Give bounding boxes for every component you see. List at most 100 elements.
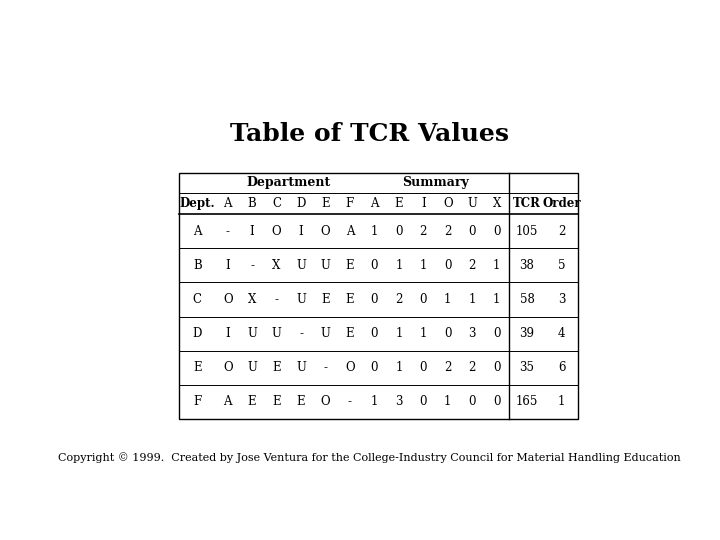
Text: E: E — [321, 197, 330, 210]
Text: 105: 105 — [516, 225, 539, 238]
Text: O: O — [223, 293, 233, 306]
Text: 4: 4 — [558, 327, 565, 340]
Text: A: A — [223, 395, 232, 408]
Text: E: E — [272, 395, 281, 408]
Text: 1: 1 — [493, 293, 500, 306]
Text: 1: 1 — [444, 395, 451, 408]
Text: -: - — [250, 259, 254, 272]
Text: D: D — [193, 327, 202, 340]
Text: B: B — [193, 259, 202, 272]
Text: O: O — [345, 361, 355, 374]
Text: E: E — [272, 361, 281, 374]
Text: U: U — [296, 361, 306, 374]
Text: Order: Order — [542, 197, 581, 210]
Text: X: X — [272, 259, 281, 272]
Text: F: F — [193, 395, 202, 408]
Text: O: O — [320, 395, 330, 408]
Text: U: U — [296, 259, 306, 272]
Text: I: I — [225, 327, 230, 340]
Text: 0: 0 — [420, 395, 427, 408]
Text: 2: 2 — [444, 225, 451, 238]
Text: 0: 0 — [469, 225, 476, 238]
Text: 2: 2 — [395, 293, 402, 306]
Text: U: U — [296, 293, 306, 306]
Text: 1: 1 — [420, 259, 427, 272]
Text: U: U — [271, 327, 282, 340]
Text: 165: 165 — [516, 395, 539, 408]
Text: O: O — [223, 361, 233, 374]
Text: 0: 0 — [395, 225, 402, 238]
Text: Copyright © 1999.  Created by Jose Ventura for the College-Industry Council for : Copyright © 1999. Created by Jose Ventur… — [58, 452, 680, 463]
Text: O: O — [320, 225, 330, 238]
Text: 1: 1 — [395, 361, 402, 374]
Text: 0: 0 — [493, 327, 500, 340]
Text: 38: 38 — [520, 259, 534, 272]
Text: I: I — [250, 225, 254, 238]
Text: E: E — [248, 395, 256, 408]
Text: 1: 1 — [444, 293, 451, 306]
Text: 1: 1 — [395, 259, 402, 272]
Text: A: A — [346, 225, 354, 238]
Text: B: B — [248, 197, 256, 210]
Text: 3: 3 — [558, 293, 565, 306]
Text: 2: 2 — [444, 361, 451, 374]
Text: -: - — [274, 293, 279, 306]
Text: A: A — [370, 197, 379, 210]
Text: U: U — [320, 259, 330, 272]
Text: 2: 2 — [420, 225, 427, 238]
Text: D: D — [297, 197, 306, 210]
Text: 1: 1 — [558, 395, 565, 408]
Text: 0: 0 — [420, 361, 427, 374]
Text: 1: 1 — [493, 259, 500, 272]
Text: 2: 2 — [469, 361, 476, 374]
Text: 58: 58 — [520, 293, 534, 306]
Text: I: I — [225, 259, 230, 272]
Text: 0: 0 — [420, 293, 427, 306]
Text: E: E — [346, 327, 354, 340]
Text: 6: 6 — [558, 361, 565, 374]
Text: E: E — [346, 293, 354, 306]
Text: 2: 2 — [469, 259, 476, 272]
Text: 0: 0 — [469, 395, 476, 408]
Text: 1: 1 — [395, 327, 402, 340]
Text: E: E — [321, 293, 330, 306]
Text: Department: Department — [247, 177, 331, 190]
Text: 1: 1 — [371, 225, 378, 238]
Text: 0: 0 — [444, 327, 451, 340]
Text: O: O — [271, 225, 282, 238]
Text: 3: 3 — [395, 395, 402, 408]
Text: E: E — [346, 259, 354, 272]
Text: -: - — [323, 361, 328, 374]
Text: 0: 0 — [493, 395, 500, 408]
Text: -: - — [225, 225, 230, 238]
Text: 3: 3 — [469, 327, 476, 340]
Text: A: A — [223, 197, 232, 210]
Text: 0: 0 — [371, 327, 378, 340]
Text: Summary: Summary — [402, 177, 469, 190]
Text: X: X — [492, 197, 501, 210]
Text: O: O — [443, 197, 453, 210]
Text: I: I — [421, 197, 426, 210]
Text: 39: 39 — [520, 327, 534, 340]
Text: 0: 0 — [371, 259, 378, 272]
Text: 0: 0 — [371, 361, 378, 374]
Text: 0: 0 — [493, 225, 500, 238]
Text: -: - — [299, 327, 303, 340]
Text: Dept.: Dept. — [179, 197, 215, 210]
Text: 35: 35 — [520, 361, 534, 374]
Text: I: I — [299, 225, 303, 238]
Text: E: E — [297, 395, 305, 408]
Text: U: U — [320, 327, 330, 340]
Text: 0: 0 — [493, 361, 500, 374]
Text: E: E — [395, 197, 403, 210]
Text: U: U — [247, 361, 257, 374]
Text: 1: 1 — [469, 293, 476, 306]
Text: -: - — [348, 395, 352, 408]
Text: 5: 5 — [558, 259, 565, 272]
Text: A: A — [193, 225, 202, 238]
Text: F: F — [346, 197, 354, 210]
Text: C: C — [193, 293, 202, 306]
Text: U: U — [467, 197, 477, 210]
Text: 0: 0 — [371, 293, 378, 306]
Text: C: C — [272, 197, 281, 210]
